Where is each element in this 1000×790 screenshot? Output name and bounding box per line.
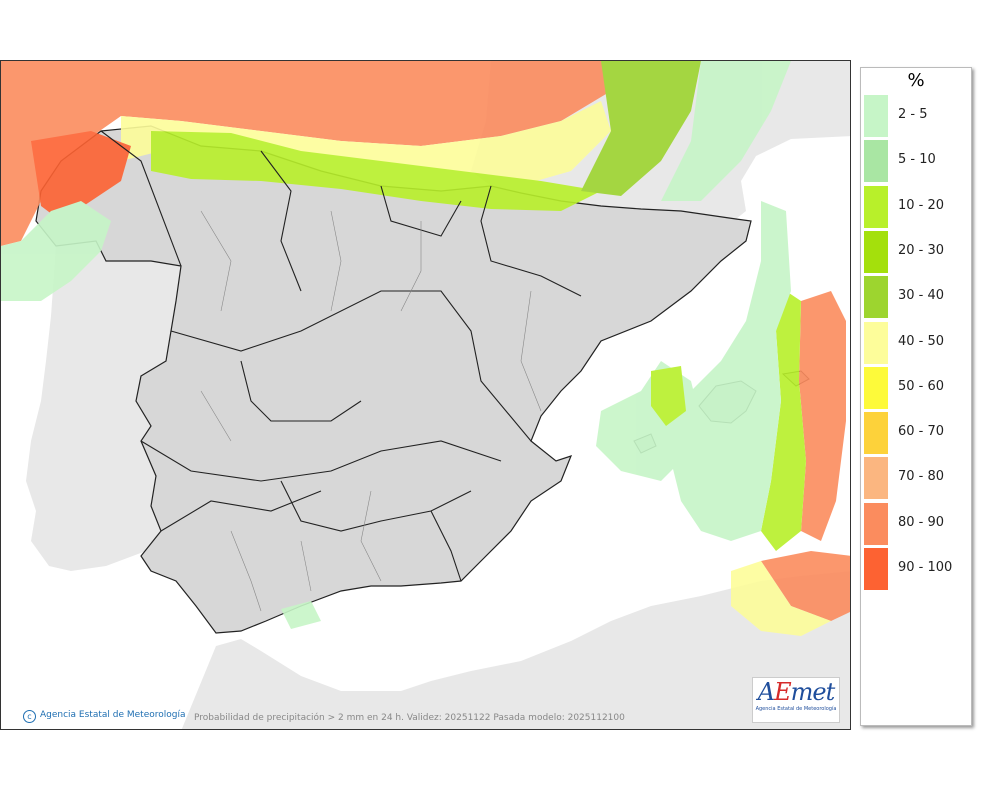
legend-swatch — [864, 412, 888, 455]
legend-label: 2 - 5 — [898, 107, 928, 122]
legend-item: 5 - 10 — [864, 140, 969, 183]
probability-fields — [1, 61, 850, 636]
legend-label: 80 - 90 — [898, 514, 945, 530]
credit: c Agencia Estatal de Meteorología — [23, 710, 186, 723]
legend-swatch — [864, 230, 888, 273]
legend-swatch — [864, 95, 888, 137]
credit-text: Agencia Estatal de Meteorología — [40, 710, 186, 720]
map-caption: Probabilidad de precipitación > 2 mm en … — [194, 713, 625, 723]
aemet-wordmark: AEmet — [757, 678, 835, 706]
legend-label: 5 - 10 — [898, 152, 936, 168]
portugal-land — [26, 241, 181, 571]
prob-alboran-light — [281, 601, 321, 629]
legend-label: 20 - 30 — [898, 242, 945, 258]
spain-land — [35, 125, 752, 634]
prob-algeria-80-90 — [761, 551, 850, 621]
legend-item: 30 - 40 — [864, 276, 969, 319]
legend-swatch — [864, 548, 888, 590]
legend-item: 20 - 30 — [864, 230, 969, 273]
legend: % 2 - 5 5 - 10 10 - 20 20 - 30 30 - 40 40 - 5… — [860, 67, 972, 726]
province-borders — [200, 210, 542, 612]
aemet-logo: AEmet Agencia Estatal de Meteorología — [752, 677, 840, 723]
legend-item: 90 - 100 — [864, 548, 969, 590]
prob-mediterranean-green — [651, 366, 686, 426]
legend-item: 40 - 50 — [864, 321, 969, 364]
legend-label: 90 - 100 — [898, 560, 953, 575]
copyright-icon: c — [23, 710, 36, 723]
prob-france-green — [581, 61, 701, 196]
prob-galicia-90-100 — [31, 131, 131, 221]
prob-algeria-green — [731, 561, 831, 636]
prob-galicia-light-green — [1, 201, 111, 301]
aemet-subtitle: Agencia Estatal de Meteorología — [755, 706, 837, 712]
legend-swatch — [864, 185, 888, 228]
prob-balearic-east-80-90 — [799, 291, 846, 541]
legend-swatch — [864, 321, 888, 364]
legend-item: 80 - 90 — [864, 502, 969, 545]
prob-cantabrian-40-60 — [121, 101, 611, 191]
legend-swatch — [864, 366, 888, 409]
legend-label: 70 - 80 — [898, 469, 945, 485]
legend-title: % — [907, 70, 925, 91]
legend-item: 10 - 20 — [864, 185, 969, 228]
legend-item: 2 - 5 — [864, 95, 969, 137]
legend-label: 40 - 50 — [898, 333, 945, 349]
map-frame: c Agencia Estatal de Meteorología Probabi… — [0, 60, 851, 730]
prob-balearic-east-green — [761, 291, 806, 551]
legend-swatch — [864, 276, 888, 319]
legend-item: 50 - 60 — [864, 366, 969, 409]
legend-swatch — [864, 502, 888, 545]
legend-swatch — [864, 140, 888, 183]
prob-france-light-green — [661, 61, 791, 201]
legend-label: 30 - 40 — [898, 288, 945, 304]
prob-balearic-east-light — [661, 201, 791, 541]
prob-north-atlantic-80-90 — [1, 61, 611, 246]
legend-swatch — [864, 457, 888, 500]
legend-label: 10 - 20 — [898, 197, 945, 213]
africa-land — [181, 571, 850, 729]
legend-item: 60 - 70 — [864, 412, 969, 455]
prob-cantabrian-green — [151, 131, 601, 211]
precipitation-probability-map — [1, 61, 850, 729]
legend-label: 50 - 60 — [898, 378, 945, 394]
legend-label: 60 - 70 — [898, 424, 945, 440]
legend-item: 70 - 80 — [864, 457, 969, 500]
